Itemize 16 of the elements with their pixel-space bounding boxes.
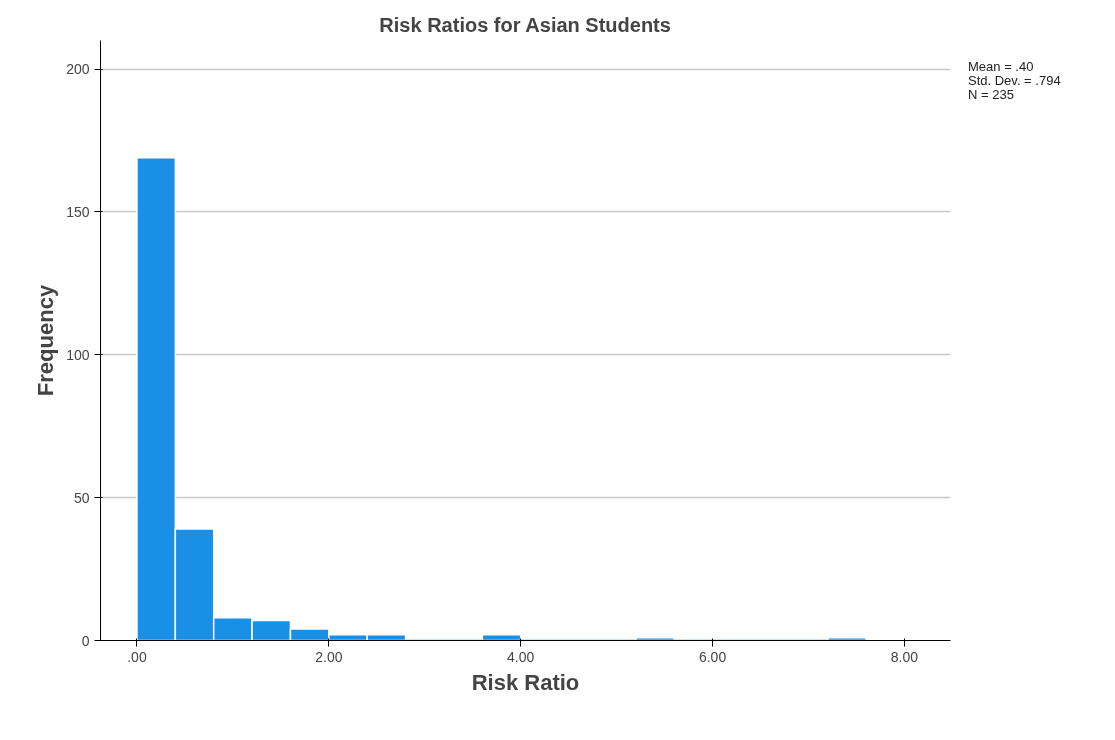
y-tick-label: 150	[66, 203, 90, 220]
text: N = 235	[968, 87, 1015, 102]
y-tick-label: 0	[81, 632, 90, 649]
x-tick-label: 6.00	[698, 648, 727, 665]
x-tick-label: .00	[127, 648, 147, 665]
x-axis-title: Risk Ratio	[471, 669, 580, 695]
x-tick-label: 2.00	[315, 648, 343, 665]
x-tick-label: 4.00	[507, 648, 535, 665]
text: Std. Dev. = .794	[968, 73, 1061, 88]
text: Mean = .40	[968, 59, 1035, 74]
y-tick-label: 200	[66, 61, 90, 78]
chart-title: Risk Ratios for Asian Students	[379, 13, 671, 36]
x-tick-label: 8.00	[890, 648, 919, 665]
y-tick-label: 100	[66, 346, 90, 363]
y-axis-title: Frequency	[33, 284, 59, 397]
y-tick-label: 50	[73, 489, 90, 506]
